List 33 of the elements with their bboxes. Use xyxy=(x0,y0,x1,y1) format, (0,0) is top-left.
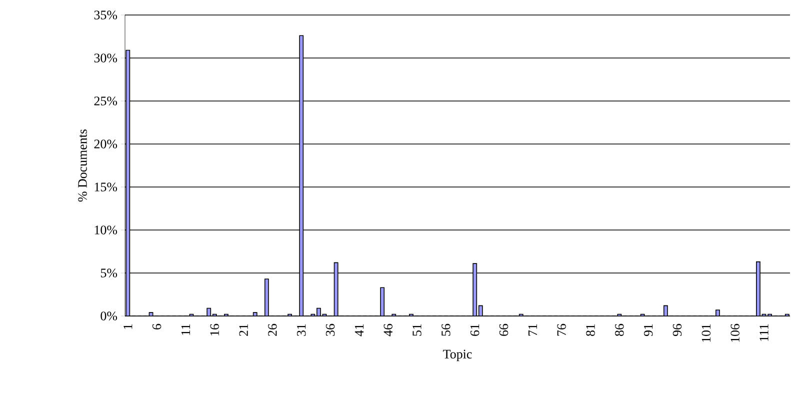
x-tick-label: 41 xyxy=(354,324,364,336)
x-tick-label: 61 xyxy=(470,324,480,336)
x-tick-label: 21 xyxy=(239,324,248,336)
y-tick-label: 5% xyxy=(100,268,118,278)
x-tick-label: 1 xyxy=(124,324,132,329)
x-tick-label: 6 xyxy=(152,324,162,330)
y-tick-label: 0% xyxy=(100,312,118,320)
x-tick-label: 81 xyxy=(586,324,595,336)
x-tick-label: 36 xyxy=(326,324,335,336)
x-tick-label: 76 xyxy=(557,324,566,336)
x-tick-label: 111 xyxy=(760,324,768,341)
x-tick-label: 71 xyxy=(528,324,537,336)
y-axis-title: % Documents xyxy=(78,129,87,202)
x-tick-label: 96 xyxy=(672,324,682,336)
y-tick-label: 35% xyxy=(94,10,118,20)
y-tick-label: 15% xyxy=(94,182,118,192)
x-tick-label: 31 xyxy=(297,324,306,336)
y-tick-label: 30% xyxy=(94,54,118,62)
x-tick-label: 56 xyxy=(442,324,450,336)
x-tick-label: 16 xyxy=(210,324,219,336)
x-axis-title: Topic xyxy=(443,350,472,362)
x-tick-label: 91 xyxy=(644,324,653,336)
x-tick-label: 51 xyxy=(412,324,422,336)
x-tick-label: 101 xyxy=(702,324,711,342)
x-tick-label: 26 xyxy=(268,324,277,336)
x-tick-label: 11 xyxy=(181,324,190,335)
y-tick-label: 25% xyxy=(94,96,118,106)
y-tick-label: 20% xyxy=(94,140,118,148)
x-tick-label: 46 xyxy=(384,324,392,336)
y-tick-label: 10% xyxy=(94,226,118,234)
x-tick-label: 106 xyxy=(730,324,740,342)
x-tick-label: 66 xyxy=(499,324,508,336)
x-tick-label: 86 xyxy=(615,324,624,336)
